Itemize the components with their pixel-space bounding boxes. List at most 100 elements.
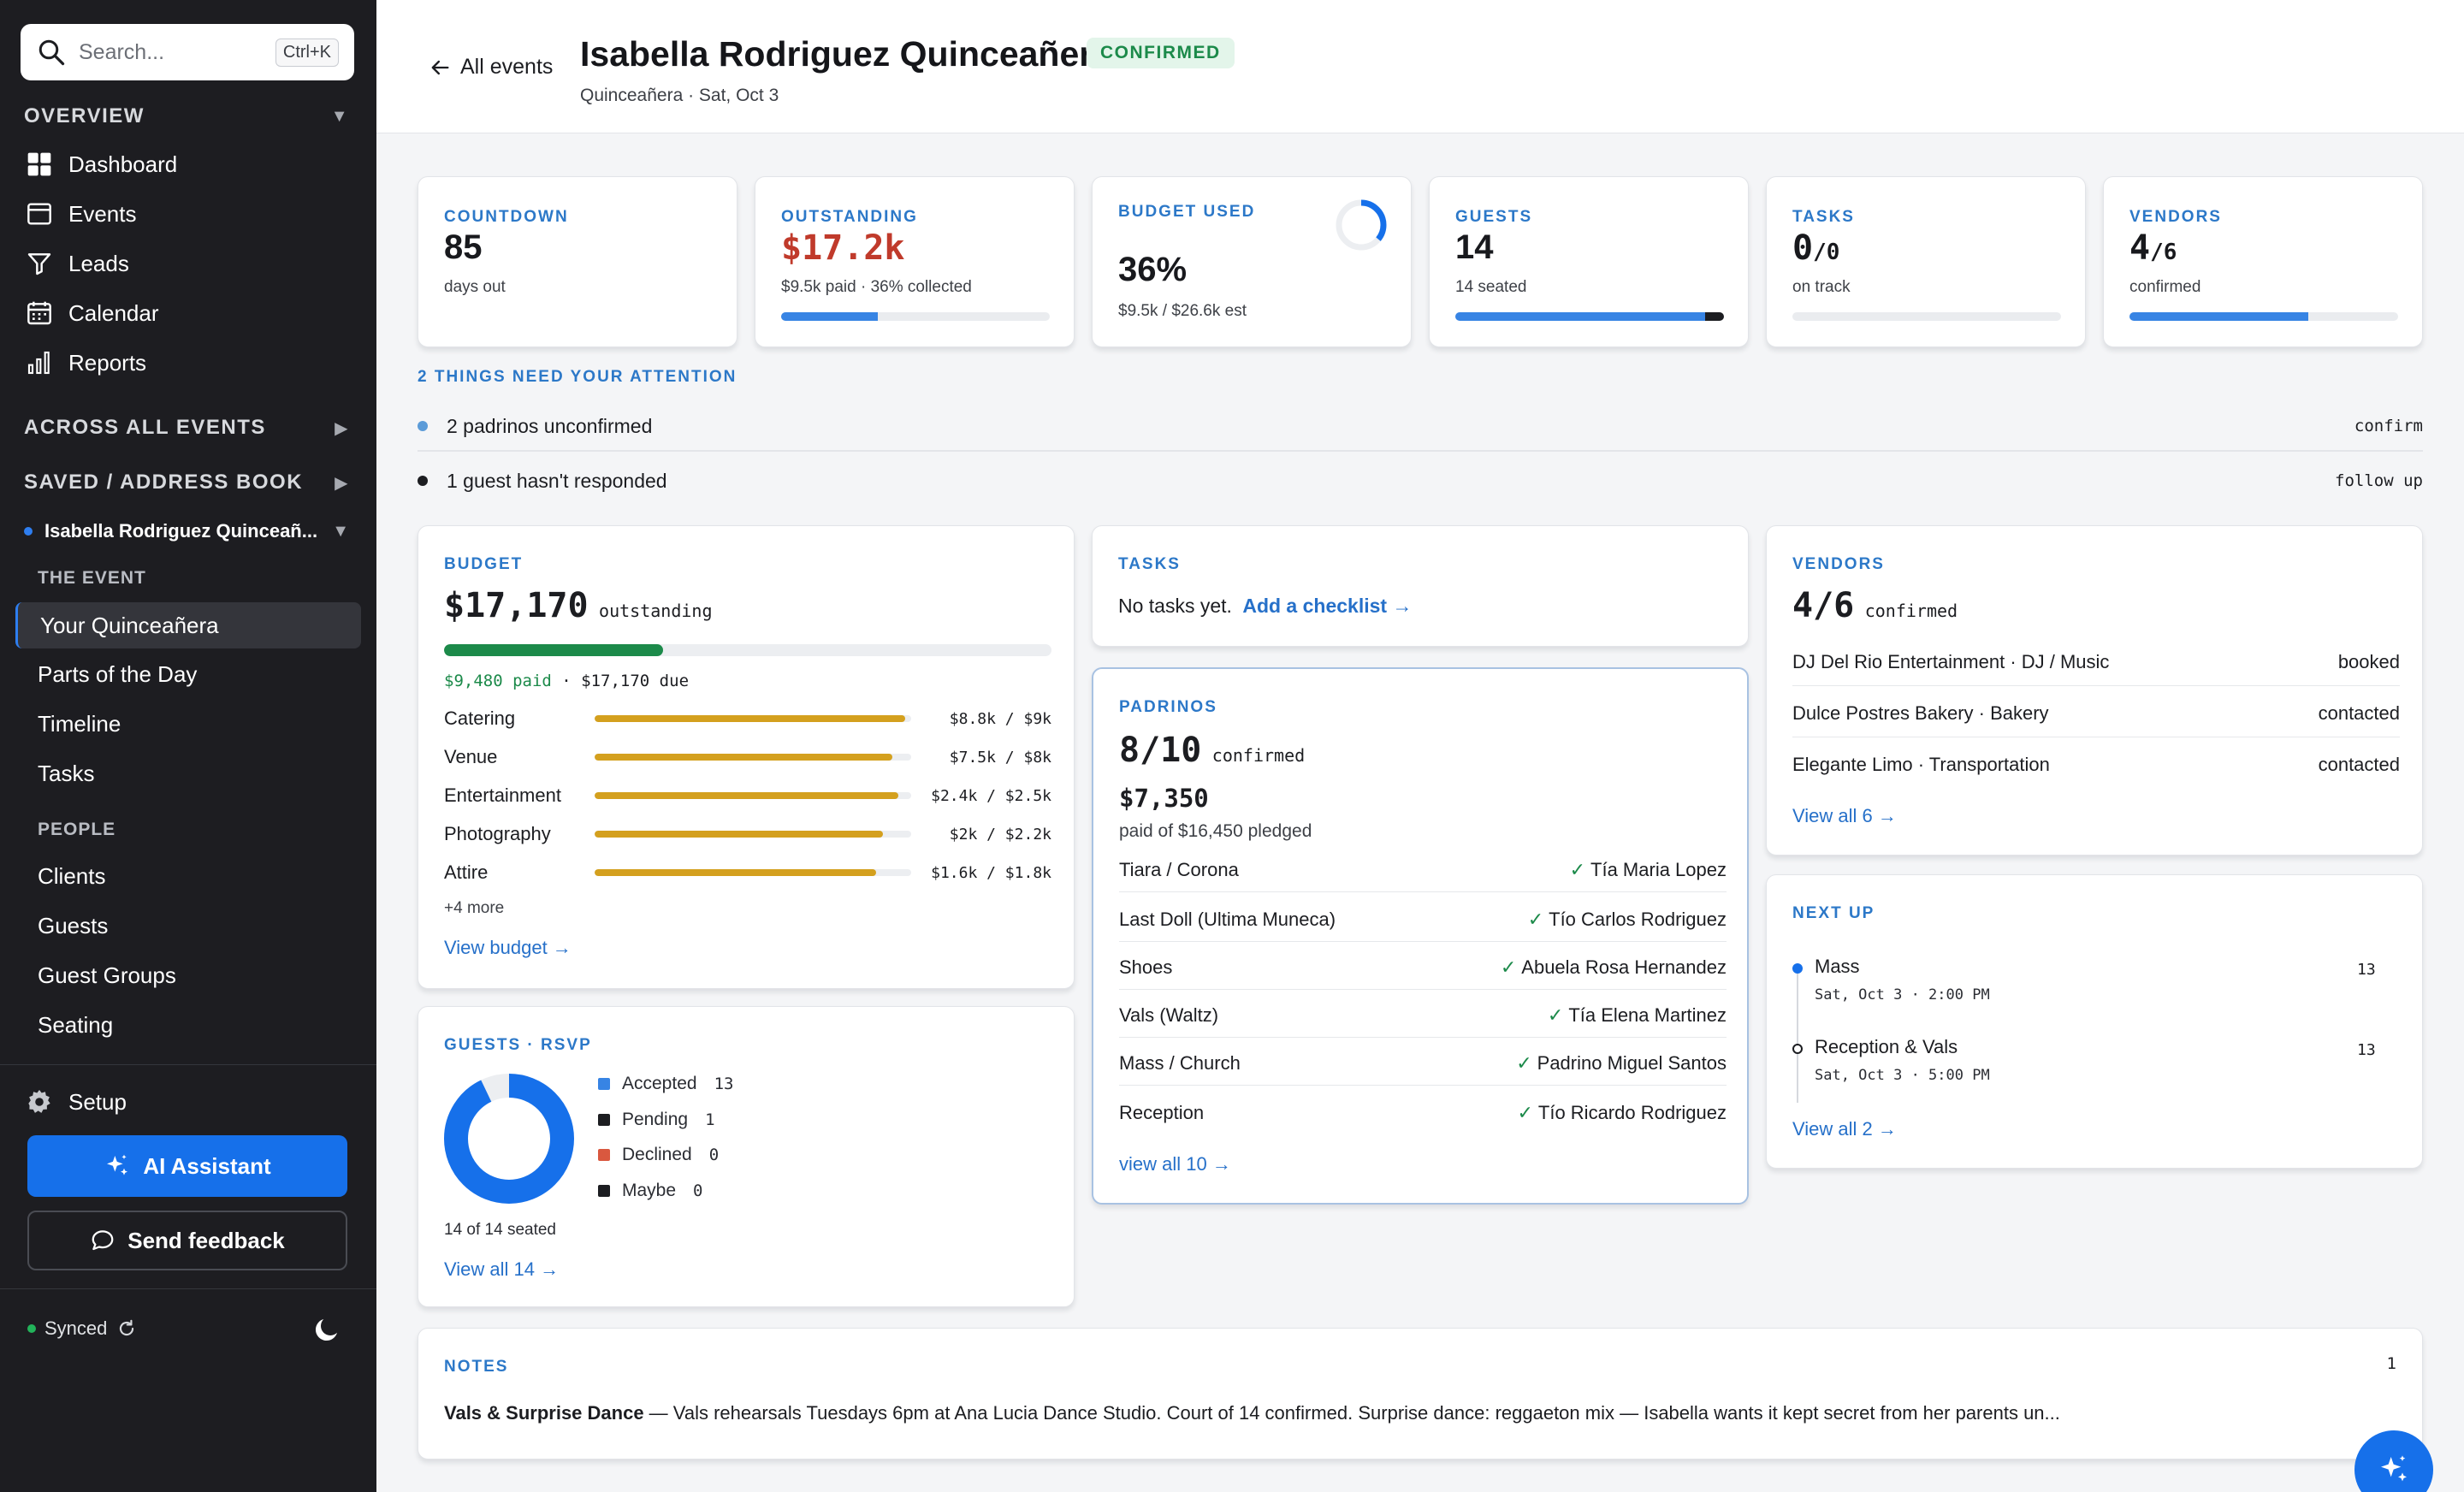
- search-box[interactable]: Search... Ctrl+K: [21, 24, 354, 80]
- nav-events[interactable]: Events: [24, 195, 137, 233]
- outstanding-note: $9.5k paid · 36% collected: [781, 278, 972, 296]
- nav-guests[interactable]: Guests: [38, 912, 109, 938]
- budget-category-row[interactable]: Entertainment $2.4k / $2.5k: [444, 784, 1051, 807]
- confirm-action-link[interactable]: confirm: [2354, 417, 2423, 435]
- vendors-panel-label: VENDORS: [1792, 555, 1885, 573]
- guests-rsvp-label: GUESTS · RSVP: [444, 1036, 592, 1054]
- check-icon: ✓: [1517, 1102, 1533, 1123]
- budget-category-amount: $7.5k / $8k: [949, 748, 1051, 767]
- sidebar: Search... Ctrl+K OVERVIEW ▼ Dashboard Ev…: [0, 0, 376, 1492]
- vendor-row[interactable]: Elegante Limo · Transportation contacted: [1792, 754, 2400, 776]
- attention-item[interactable]: 1 guest hasn't responded follow up: [418, 453, 2423, 508]
- row-divider: [1119, 1037, 1727, 1038]
- padrino-row[interactable]: Tiara / Corona ✓ Tía Maria Lopez: [1119, 859, 1727, 881]
- padrino-row[interactable]: Shoes ✓ Abuela Rosa Hernandez: [1119, 956, 1727, 979]
- attention-item[interactable]: 2 padrinos unconfirmed confirm: [418, 399, 2423, 453]
- guests-value: 14: [1455, 228, 1494, 266]
- sparkle-icon: [2381, 1455, 2407, 1482]
- padrino-row[interactable]: Reception ✓ Tío Ricardo Rodriguez: [1119, 1102, 1727, 1124]
- refresh-icon[interactable]: [116, 1317, 138, 1340]
- moon-icon[interactable]: [311, 1314, 342, 1345]
- padrino-name: Padrino Miguel Santos: [1537, 1052, 1727, 1074]
- budget-category-bar: [595, 869, 911, 876]
- padrino-row[interactable]: Last Doll (Ultima Muneca) ✓ Tío Carlos Rod…: [1119, 909, 1727, 931]
- ai-assistant-fab[interactable]: [2354, 1430, 2433, 1492]
- budget-more[interactable]: +4 more: [444, 899, 505, 917]
- note-item[interactable]: Vals & Surprise Dance — Vals rehearsals …: [444, 1402, 2395, 1424]
- guests-card[interactable]: GUESTS 14 14 seated: [1429, 176, 1749, 347]
- view-all-next-up-link[interactable]: View all 2 →: [1792, 1118, 1897, 1140]
- send-feedback-button[interactable]: Send feedback: [27, 1211, 347, 1270]
- budget-panel: BUDGET $17,170 outstanding $9,480 paid ·…: [418, 525, 1075, 989]
- nav-parts-of-the-day[interactable]: Parts of the Day: [38, 660, 198, 687]
- budget-used-card[interactable]: BUDGET USED 36% $9.5k / $26.6k est: [1092, 176, 1412, 347]
- view-all-vendors-link[interactable]: View all 6 →: [1792, 805, 1897, 826]
- follow-up-action-link[interactable]: follow up: [2335, 471, 2423, 490]
- budget-category-row[interactable]: Venue $7.5k / $8k: [444, 746, 1051, 768]
- across-all-events-heading[interactable]: ACROSS ALL EVENTS ▶: [24, 416, 349, 440]
- gear-icon: [24, 1086, 55, 1117]
- nav-reports[interactable]: Reports: [24, 344, 146, 382]
- budget-category-row[interactable]: Catering $8.8k / $9k: [444, 708, 1051, 730]
- vendors-card[interactable]: VENDORS 4/6 confirmed: [2103, 176, 2423, 347]
- outstanding-card[interactable]: OUTSTANDING $17.2k $9.5k paid · 36% coll…: [755, 176, 1075, 347]
- padrino-name: Tío Carlos Rodriguez: [1549, 909, 1727, 930]
- view-budget-link[interactable]: View budget →: [444, 937, 572, 958]
- budget-label: BUDGET: [444, 555, 524, 573]
- budget-category-name: Attire: [444, 861, 489, 883]
- budget-category-row[interactable]: Photography $2k / $2.2k: [444, 823, 1051, 845]
- countdown-card[interactable]: COUNTDOWN 85 days out: [418, 176, 737, 347]
- vendor-row[interactable]: Dulce Postres Bakery · Bakery contacted: [1792, 702, 2400, 725]
- nav-timeline[interactable]: Timeline: [38, 710, 121, 737]
- padrino-name: Abuela Rosa Hernandez: [1521, 956, 1727, 978]
- nav-dashboard[interactable]: Dashboard: [24, 145, 177, 183]
- tasks-note: on track: [1792, 278, 1851, 296]
- view-all-padrinos-link[interactable]: view all 10 →: [1119, 1153, 1231, 1175]
- vendors-count-suffix: confirmed: [1864, 601, 1958, 621]
- budget-category-name: Entertainment: [444, 784, 561, 806]
- search-input[interactable]: Search...: [79, 39, 165, 64]
- sync-status: Synced: [27, 1317, 138, 1340]
- next-up-item-name[interactable]: Reception & Vals: [1815, 1036, 1958, 1057]
- vendor-row[interactable]: DJ Del Rio Entertainment · DJ / Music boo…: [1792, 651, 2400, 673]
- guests-rsvp-panel: GUESTS · RSVP Accepted 13 Pending 1 Decl…: [418, 1006, 1075, 1307]
- vendors-count-value: 4/6: [1792, 586, 1855, 625]
- add-checklist-link[interactable]: Add a checklist →: [1242, 595, 1413, 617]
- nav-seating[interactable]: Seating: [38, 1011, 114, 1038]
- notes-panel: NOTES 1 Vals & Surprise Dance — Vals reh…: [418, 1328, 2423, 1459]
- saved-address-book-heading[interactable]: SAVED / ADDRESS BOOK ▶: [24, 471, 349, 494]
- timeline-line: [1797, 969, 1798, 1103]
- budget-used-note: $9.5k / $26.6k est: [1118, 302, 1247, 320]
- overview-heading[interactable]: OVERVIEW ▼: [24, 104, 349, 128]
- attention-item-text: 1 guest hasn't responded: [447, 469, 667, 492]
- nav-tasks[interactable]: Tasks: [38, 760, 95, 786]
- nav-guest-groups[interactable]: Guest Groups: [38, 962, 176, 988]
- arrow-left-icon: [431, 60, 449, 74]
- budget-category-row[interactable]: Attire $1.6k / $1.8k: [444, 861, 1051, 884]
- nav-calendar[interactable]: Calendar: [24, 294, 159, 332]
- legend-label: Accepted: [622, 1074, 697, 1093]
- view-all-guests-link[interactable]: View all 14 →: [444, 1258, 560, 1280]
- nav-setup[interactable]: Setup: [24, 1083, 127, 1121]
- bar-chart-icon: [24, 347, 55, 378]
- row-divider: [1792, 685, 2400, 686]
- nav-your-quinceanera[interactable]: Your Quinceañera: [15, 602, 361, 648]
- next-up-item-time: Sat, Oct 3 · 2:00 PM: [1815, 986, 1990, 1004]
- ai-assistant-button[interactable]: AI Assistant: [27, 1135, 347, 1197]
- budget-category-bar-fill: [595, 715, 905, 722]
- budget-category-amount: $2.4k / $2.5k: [931, 786, 1051, 805]
- nav-leads[interactable]: Leads: [24, 245, 129, 282]
- padrino-row[interactable]: Mass / Church ✓ Padrino Miguel Santos: [1119, 1052, 1727, 1075]
- next-up-item-count: 13: [2357, 961, 2376, 979]
- current-event-toggle[interactable]: Isabella Rodriguez Quinceañ... ▼: [24, 520, 349, 542]
- vendor-name: DJ Del Rio Entertainment · DJ / Music: [1792, 651, 2110, 672]
- tasks-label: TASKS: [1792, 208, 1855, 226]
- attention-item-text: 2 padrinos unconfirmed: [447, 414, 653, 437]
- sync-status-label: Synced: [44, 1317, 108, 1339]
- attention-heading: 2 THINGS NEED YOUR ATTENTION: [418, 368, 737, 386]
- nav-clients[interactable]: Clients: [38, 862, 106, 889]
- tasks-card[interactable]: TASKS 0/0 on track: [1766, 176, 2086, 347]
- next-up-item-name[interactable]: Mass: [1815, 956, 1860, 977]
- padrino-row[interactable]: Vals (Waltz) ✓ Tía Elena Martinez: [1119, 1004, 1727, 1027]
- back-to-all-events-link[interactable]: All events: [428, 55, 553, 80]
